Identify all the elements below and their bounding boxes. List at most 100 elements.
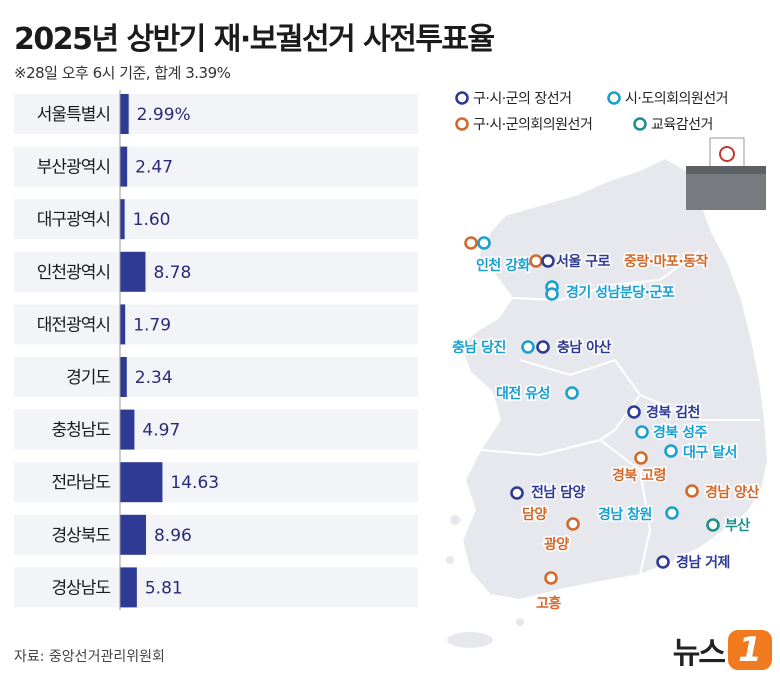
map-region-label: 광양 bbox=[543, 517, 580, 555]
legend-marker bbox=[607, 91, 621, 105]
legend-marker bbox=[455, 91, 469, 105]
category-label: 경상남도 bbox=[51, 578, 110, 598]
bar-row: 전라남도 14.63 bbox=[14, 462, 418, 503]
map-marker bbox=[565, 386, 579, 400]
value-label: 8.96 bbox=[154, 526, 192, 546]
map-region-label: 서울 구로 bbox=[529, 252, 613, 272]
bar-row: 대전광역시 1.79 bbox=[14, 304, 418, 345]
map-marker bbox=[521, 340, 535, 354]
value-label: 5.81 bbox=[145, 578, 183, 598]
map-marker bbox=[566, 517, 580, 531]
map-marker bbox=[545, 287, 559, 301]
value-label: 2.99% bbox=[137, 105, 191, 125]
bar bbox=[120, 199, 125, 240]
map-label-text: 대전 유성 bbox=[496, 385, 550, 402]
legend-item: 시·도의회의원선거 bbox=[607, 91, 729, 107]
legend-item: 교육감선거 bbox=[633, 117, 713, 133]
map-region-label: 충남 당진 bbox=[451, 338, 550, 358]
map-label-text: 경남 거제 bbox=[676, 554, 730, 571]
chart-subtitle: ※28일 오후 6시 기준, 합계 3.39% bbox=[14, 64, 231, 82]
bar-row: 충청남도 4.97 bbox=[14, 409, 418, 450]
map-marker bbox=[656, 555, 670, 569]
bar-row-background bbox=[14, 94, 418, 134]
bar bbox=[120, 94, 129, 134]
value-label: 4.97 bbox=[142, 421, 180, 441]
value-label: 14.63 bbox=[170, 473, 219, 493]
bars-layer: 서울특별시 2.99% 부산광역시 2.47 대구광역시 1.60 인천광역시 8.78 대전광… bbox=[14, 90, 418, 610]
map-region-label: 부산 bbox=[706, 516, 752, 536]
bar-row-background bbox=[14, 146, 418, 187]
legend-label: 구·시·군의 장선거 bbox=[473, 91, 572, 107]
map-island-3 bbox=[514, 616, 526, 628]
category-label: 경기도 bbox=[66, 368, 110, 388]
map-region-divider-1 bbox=[511, 249, 701, 302]
map-marker bbox=[477, 236, 491, 250]
category-label: 전라남도 bbox=[51, 473, 110, 493]
bar-row: 경상북도 8.96 bbox=[14, 514, 418, 555]
bar-row: 경상남도 5.81 bbox=[14, 567, 418, 608]
legend-label: 구·시·군의회의원선거 bbox=[473, 117, 592, 133]
bar-row-background bbox=[14, 357, 418, 397]
map-marker bbox=[664, 444, 678, 458]
map-region-label: 경남 거제 bbox=[656, 553, 732, 573]
map-label-text: 서울 구로 bbox=[556, 253, 611, 270]
bar bbox=[120, 146, 128, 187]
bar bbox=[120, 514, 146, 555]
bar-row-background bbox=[14, 199, 418, 240]
value-label: 2.34 bbox=[135, 368, 173, 388]
map-label-text: 경북 성주 bbox=[653, 424, 708, 441]
map-region-label: 경북 고령 bbox=[611, 451, 668, 486]
bar bbox=[120, 357, 127, 397]
bar-row: 인천광역시 8.78 bbox=[14, 251, 418, 292]
legend-item: 구·시·군의회의원선거 bbox=[455, 117, 593, 133]
map-island-1 bbox=[448, 513, 462, 527]
logo-badge: 1 bbox=[728, 630, 772, 670]
map-marker bbox=[685, 484, 699, 498]
map-region-label: 대전 유성 bbox=[495, 384, 579, 404]
map-label-text: 담양 bbox=[522, 506, 547, 523]
map-region-label: 대구 달서 bbox=[664, 444, 739, 463]
source-note: 자료: 중앙선거관리위원회 bbox=[14, 649, 165, 665]
map-marker bbox=[541, 254, 555, 268]
map-label-text: 광양 bbox=[544, 536, 569, 553]
map-region-label: 경남 양산 bbox=[685, 483, 762, 503]
map-island-2 bbox=[444, 554, 456, 566]
map-jeju bbox=[445, 630, 495, 650]
bar-row: 경기도 2.34 bbox=[14, 357, 418, 397]
map-label-text: 경북 김천 bbox=[646, 404, 700, 421]
map-label-text: 경기 성남분당·군포 bbox=[566, 284, 675, 301]
map-marker bbox=[464, 236, 478, 250]
value-label: 2.47 bbox=[135, 158, 173, 178]
map-label-text: 부산 bbox=[725, 517, 750, 534]
category-label: 대구광역시 bbox=[37, 210, 110, 230]
bar bbox=[120, 567, 137, 608]
bar-row-background bbox=[14, 409, 418, 450]
value-label: 1.60 bbox=[133, 210, 171, 230]
map-label-text: 중랑·마포·동작 bbox=[624, 253, 709, 270]
map-marker bbox=[627, 405, 641, 419]
bar-row-background bbox=[14, 304, 418, 345]
map-main-land bbox=[458, 156, 770, 602]
map-marker bbox=[665, 506, 679, 520]
legend-marker bbox=[455, 117, 469, 131]
map-label-text: 경남 양산 bbox=[705, 484, 760, 501]
bar-row-background bbox=[14, 567, 418, 608]
bar bbox=[120, 462, 163, 503]
map-label-text: 충남 당진 bbox=[452, 339, 506, 356]
map-region-label: 경남 창원 bbox=[597, 505, 679, 525]
map-label-text: 대구 달서 bbox=[683, 445, 737, 461]
legend-label: 교육감선거 bbox=[651, 117, 713, 133]
map-label-text: 경남 창원 bbox=[598, 506, 652, 523]
map-region-label: 담양 bbox=[521, 505, 550, 525]
bar bbox=[120, 409, 135, 450]
chart-title: 2025년 상반기 재·보궐선거 사전투표율 bbox=[14, 22, 495, 57]
bar-row: 대구광역시 1.60 bbox=[14, 199, 418, 240]
category-label: 서울특별시 bbox=[37, 105, 110, 125]
legend-marker bbox=[633, 117, 647, 131]
map-region-label: 경북 성주 bbox=[635, 423, 710, 443]
legend-item: 구·시·군의 장선거 bbox=[455, 91, 572, 107]
map-region-label: 중랑·마포·동작 bbox=[623, 252, 711, 272]
